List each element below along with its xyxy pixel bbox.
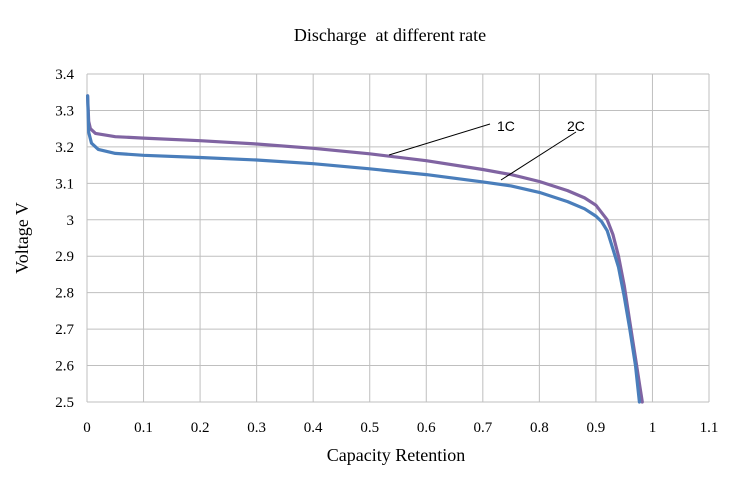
series-label-2c: 2C (567, 118, 585, 134)
x-tick-labels: 0 0.1 0.2 0.3 0.4 0.5 0.6 0.7 0.8 0.9 1 1.1 (83, 420, 718, 436)
chart-title: Discharge at different rate (294, 25, 486, 45)
series-label-1c: 1C (497, 118, 515, 134)
x-tick-label: 0.3 (247, 420, 266, 436)
series-label-leader (388, 123, 491, 156)
x-tick-label: 0.8 (530, 420, 549, 436)
series-line-1c (86, 94, 644, 404)
x-tick-label: 0.1 (134, 420, 153, 436)
series-labels: 1C 2C (388, 118, 585, 181)
x-tick-label: 0.5 (360, 420, 379, 436)
y-tick-label: 3.1 (55, 176, 74, 192)
x-tick-label: 0.2 (191, 420, 210, 436)
x-tick-label: 1.1 (700, 420, 719, 436)
y-tick-label: 3.2 (55, 140, 74, 156)
y-tick-label: 2.6 (55, 359, 74, 375)
y-tick-label: 3.3 (55, 103, 74, 119)
x-tick-label: 1 (649, 420, 657, 436)
x-tick-label: 0.4 (304, 420, 323, 436)
y-tick-label: 2.5 (55, 395, 74, 411)
series-label-leader (500, 131, 577, 181)
y-axis-title: Voltage V (12, 202, 32, 274)
y-tick-labels: 2.5 2.6 2.7 2.8 2.9 3 3.1 3.2 3.3 3.4 (55, 67, 74, 411)
y-tick-label: 3 (67, 213, 75, 229)
x-tick-label: 0.6 (417, 420, 436, 436)
y-tick-label: 2.7 (55, 322, 74, 338)
y-tick-label: 2.9 (55, 249, 74, 265)
x-axis-title: Capacity Retention (327, 445, 465, 465)
series-line-2c (86, 94, 641, 404)
grid (86, 73, 710, 403)
x-tick-label: 0 (83, 420, 91, 436)
series-lines (86, 94, 644, 404)
y-tick-label: 2.8 (55, 286, 74, 302)
x-tick-label: 0.7 (473, 420, 492, 436)
y-tick-label: 3.4 (55, 67, 74, 83)
x-tick-label: 0.9 (587, 420, 606, 436)
